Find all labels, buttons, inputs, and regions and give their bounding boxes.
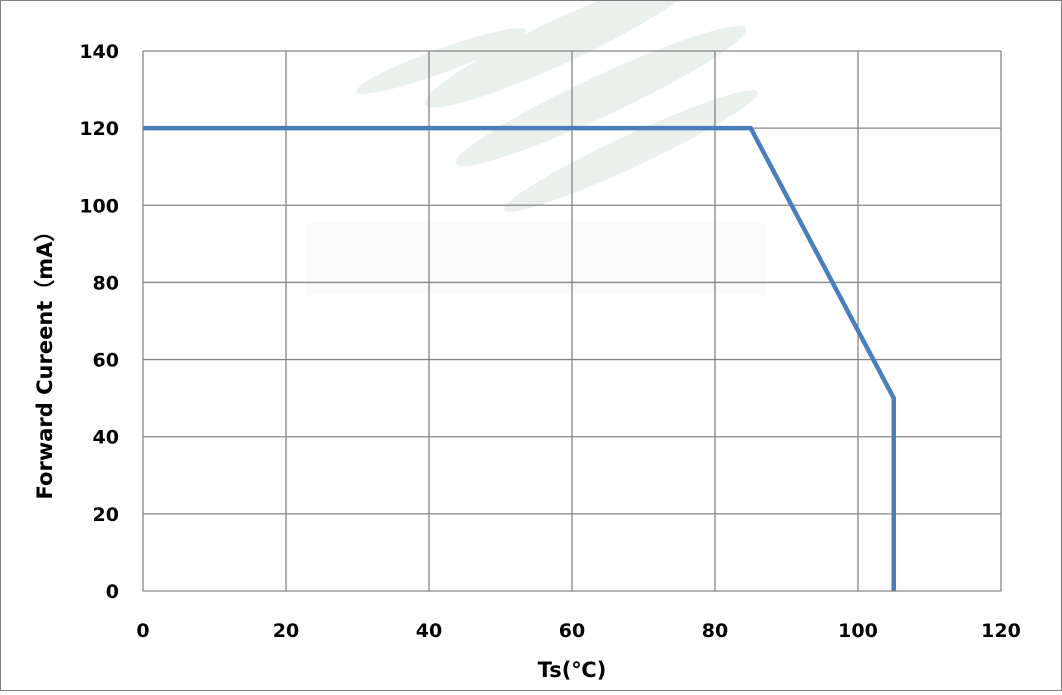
x-tick-label: 40	[416, 620, 442, 642]
y-tick-label: 40	[93, 427, 119, 449]
x-tick-label: 100	[838, 620, 878, 642]
x-tick-label: 80	[702, 620, 728, 642]
x-tick-label: 0	[136, 620, 149, 642]
y-axis-title: Forward Cureent（mA）	[33, 221, 57, 500]
x-tick-label: 120	[981, 620, 1021, 642]
y-tick-label: 60	[93, 350, 119, 372]
series-line	[143, 125, 896, 591]
y-tick-label: 120	[79, 118, 119, 140]
y-tick-label: 100	[79, 195, 119, 217]
y-tick-label: 80	[93, 272, 119, 294]
watermark-logo	[306, 0, 766, 295]
grid-lines	[142, 50, 1002, 592]
y-tick-label: 20	[93, 504, 119, 526]
series-layer	[143, 125, 896, 591]
x-tick-label: 60	[559, 620, 585, 642]
x-axis-ticks: 0 20 40 60 80 100 120	[136, 620, 1020, 642]
x-tick-label: 20	[273, 620, 299, 642]
y-axis-ticks: 0 20 40 60 80 100 120 140	[79, 41, 119, 603]
y-tick-label: 0	[106, 581, 119, 603]
x-axis-title: Ts(℃)	[538, 658, 607, 682]
y-tick-label: 140	[79, 41, 119, 63]
